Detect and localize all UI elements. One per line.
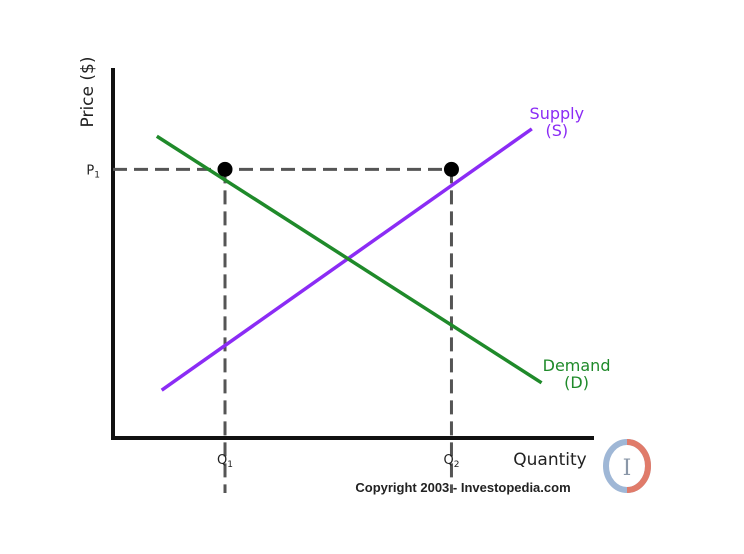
investopedia-logo: I: [603, 439, 651, 493]
y-axis-title: Price ($): [78, 57, 98, 128]
quantity-tick-label-2: Q2: [443, 453, 459, 470]
reference-points: [217, 161, 459, 177]
curve-labels: Supply(S) Demand(D): [530, 104, 611, 392]
demand-label-line-2: (D): [564, 373, 589, 392]
demand-curve: [155, 134, 543, 385]
logo-letter: I: [623, 456, 632, 481]
demand-label-line-1: Demand: [543, 356, 611, 375]
reference-lines: [113, 167, 453, 493]
supply-label-line-2: (S): [545, 121, 568, 140]
price-tick-label: P1: [86, 163, 100, 180]
reference-point-1: [217, 161, 233, 177]
supply-label-line-1: Supply: [530, 104, 585, 123]
copyright-text: Copyright 2003 - Investopedia.com: [355, 480, 570, 495]
curves: [155, 127, 543, 392]
x-axis-title: Quantity: [513, 450, 586, 470]
reference-point-2: [443, 161, 459, 177]
quantity-tick-label-1: Q1: [217, 453, 233, 470]
